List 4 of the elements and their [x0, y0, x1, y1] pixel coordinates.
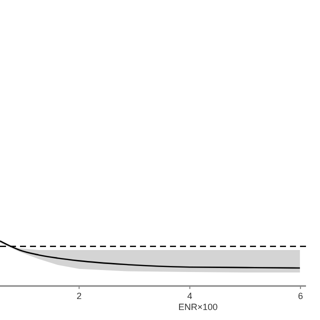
- x-axis-title: ENR×100: [178, 302, 218, 312]
- x-tick-label: 4: [187, 291, 192, 301]
- x-tick-label: 6: [298, 291, 303, 301]
- x-tick-label: 2: [76, 291, 82, 301]
